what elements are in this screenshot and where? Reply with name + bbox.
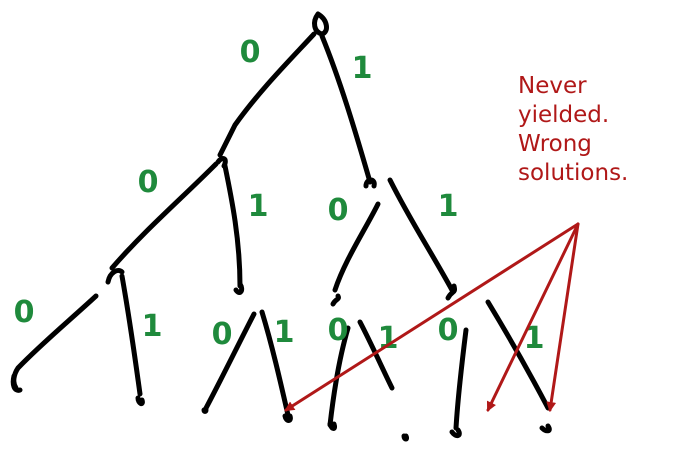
edge-label-l2-c-left: 0 — [328, 313, 349, 348]
edge-label-l1-right-right: 1 — [438, 189, 459, 224]
edge-label-root-right: 1 — [352, 51, 373, 86]
edge-l2-d-right — [485, 299, 551, 411]
annotation-line-3: Wrong — [518, 131, 592, 157]
edge-label-l2-a-right: 1 — [142, 309, 163, 344]
node-l2-d — [445, 283, 457, 301]
annotation-text: Never yielded. Wrong solutions. — [518, 72, 628, 188]
edge-l1-left-left — [109, 161, 219, 271]
node-l2-c — [330, 293, 341, 307]
edge-label-l1-right-left: 0 — [328, 193, 349, 228]
edge-label-l1-left-left: 0 — [138, 165, 159, 200]
annotation-line-2: yielded. — [518, 102, 610, 128]
edge-label-l2-b-left: 0 — [212, 317, 233, 352]
edge-l2-d-left — [453, 327, 469, 431]
edge-l2-c-right — [357, 319, 395, 391]
annotation-line-4: solutions. — [518, 160, 629, 186]
node-l2-a — [105, 267, 125, 285]
leaf-3 — [201, 407, 209, 414]
leaf-5 — [327, 421, 337, 431]
node-l1-right — [363, 177, 377, 189]
edge-l1-right-left — [332, 201, 381, 293]
edge-label-l1-left-right: 1 — [248, 189, 269, 224]
edge-root-right — [319, 33, 373, 185]
edge-label-l2-d-left: 0 — [438, 313, 459, 348]
leaf-7 — [449, 427, 462, 439]
node-l2-b — [233, 281, 245, 295]
edge-l2-c-left — [327, 325, 351, 428]
edge-root-left — [217, 31, 317, 158]
leaf-4 — [282, 413, 293, 423]
annotation-arrow-1 — [284, 222, 580, 412]
root-node — [312, 11, 329, 37]
leaf-1 — [10, 373, 23, 393]
annotation-arrow-2 — [486, 222, 580, 412]
annotation-line-1: Never — [518, 73, 587, 99]
leaf-6 — [401, 433, 410, 442]
edge-label-l2-a-left: 0 — [14, 295, 35, 330]
edge-label-l2-b-right: 1 — [274, 315, 295, 350]
annotation-arrow-3 — [546, 222, 580, 412]
edge-label-l2-d-right: 1 — [524, 321, 545, 356]
edge-l2-a-right — [119, 273, 143, 397]
edge-l2-b-left — [202, 311, 257, 413]
edge-l1-left-right — [222, 163, 243, 289]
leaf-8 — [539, 423, 552, 434]
edge-label-root-left: 0 — [240, 35, 261, 70]
leaf-2 — [135, 395, 145, 407]
edge-l1-right-right — [387, 177, 455, 293]
